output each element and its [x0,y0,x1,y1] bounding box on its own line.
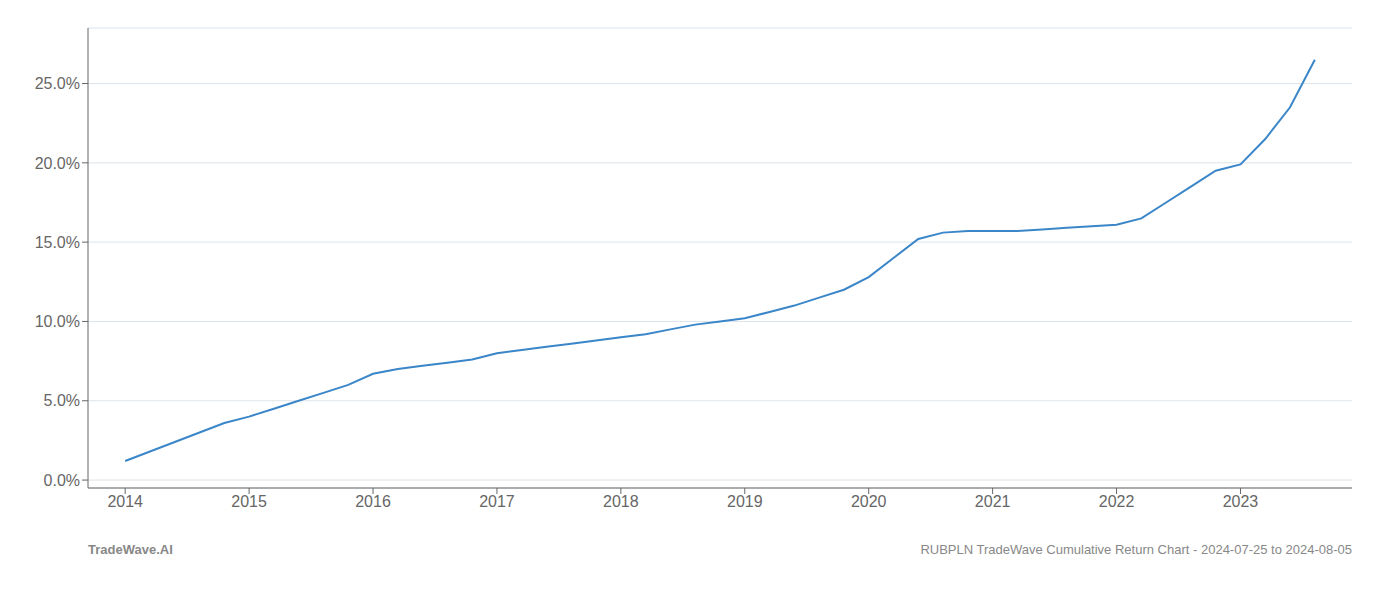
svg-text:2018: 2018 [603,493,639,510]
svg-text:2014: 2014 [107,493,143,510]
svg-text:2015: 2015 [231,493,267,510]
svg-text:15.0%: 15.0% [35,234,80,251]
svg-text:2019: 2019 [727,493,763,510]
svg-text:2022: 2022 [1099,493,1135,510]
svg-text:2021: 2021 [975,493,1011,510]
svg-text:2020: 2020 [851,493,887,510]
svg-text:2017: 2017 [479,493,515,510]
svg-text:10.0%: 10.0% [35,313,80,330]
svg-text:2016: 2016 [355,493,391,510]
svg-text:0.0%: 0.0% [44,472,80,489]
html-text:TradeWave.AI: TradeWave.AI [88,542,173,557]
svg-text:20.0%: 20.0% [35,155,80,172]
html-text:RUBPLN TradeWave Cumulative Re: RUBPLN TradeWave Cumulative Return Chart… [920,542,1352,557]
svg-text:2023: 2023 [1223,493,1259,510]
svg-text:25.0%: 25.0% [35,75,80,92]
svg-text:5.0%: 5.0% [44,392,80,409]
